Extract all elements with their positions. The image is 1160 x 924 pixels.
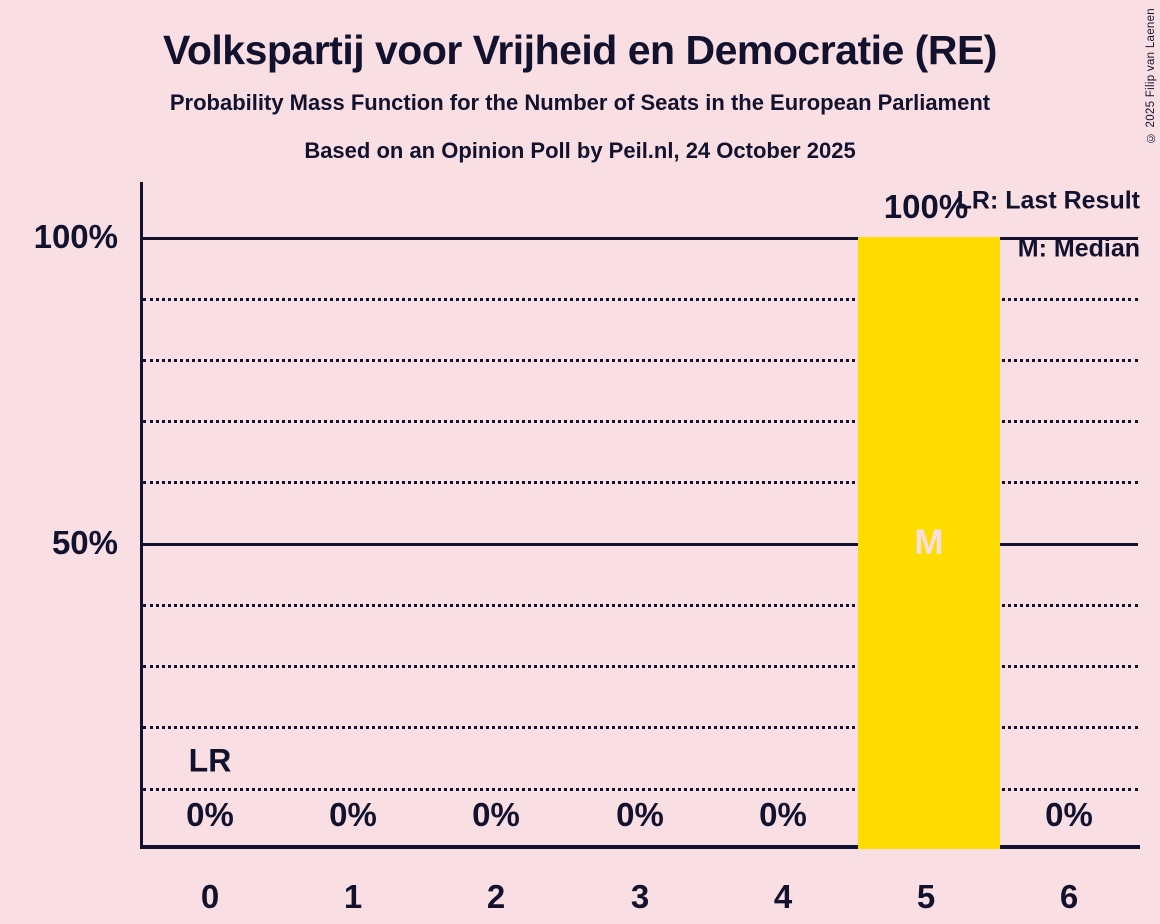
- legend-last-result: LR: Last Result: [956, 186, 1140, 215]
- bar-value-label-0: 0%: [186, 796, 234, 833]
- chart-title: Volkspartij voor Vrijheid en Democratie …: [163, 27, 997, 73]
- bar-value-label-4: 0%: [759, 796, 807, 833]
- x-axis-tick-6: 6: [1059, 878, 1079, 915]
- plot-area: M: [140, 182, 1140, 849]
- x-axis-tick-1: 1: [343, 878, 363, 915]
- y-axis-tick-50: 50%: [51, 524, 118, 561]
- last-result-marker-label: LR: [188, 742, 232, 779]
- x-axis-tick-5: 5: [916, 878, 936, 915]
- gridline-90: [143, 298, 1138, 301]
- x-axis-tick-3: 3: [630, 878, 650, 915]
- chart-source-line: Based on an Opinion Poll by Peil.nl, 24 …: [304, 138, 856, 163]
- x-axis-tick-0: 0: [200, 878, 220, 915]
- gridline-20: [143, 726, 1138, 729]
- bar-value-label-2: 0%: [472, 796, 520, 833]
- bar-value-label-6: 0%: [1045, 796, 1093, 833]
- x-axis-tick-4: 4: [773, 878, 793, 915]
- median-marker-label: M: [914, 523, 944, 562]
- y-axis-tick-100: 100%: [33, 218, 118, 255]
- chart-subtitle: Probability Mass Function for the Number…: [169, 90, 991, 115]
- gridline-80: [143, 359, 1138, 362]
- gridline-10: [143, 788, 1138, 791]
- gridline-40: [143, 604, 1138, 607]
- gridline-100: [143, 237, 1138, 240]
- copyright-note: © 2025 Filip van Laenen: [1145, 8, 1157, 144]
- gridline-70: [143, 420, 1138, 423]
- gridline-30: [143, 665, 1138, 668]
- bar-value-label-5: 100%: [883, 188, 969, 225]
- gridline-50: [143, 543, 1138, 546]
- bar-value-label-1: 0%: [329, 796, 377, 833]
- x-axis-tick-2: 2: [486, 878, 506, 915]
- bar-seats-5: [858, 237, 1000, 849]
- bar-value-label-3: 0%: [616, 796, 664, 833]
- gridline-60: [143, 481, 1138, 484]
